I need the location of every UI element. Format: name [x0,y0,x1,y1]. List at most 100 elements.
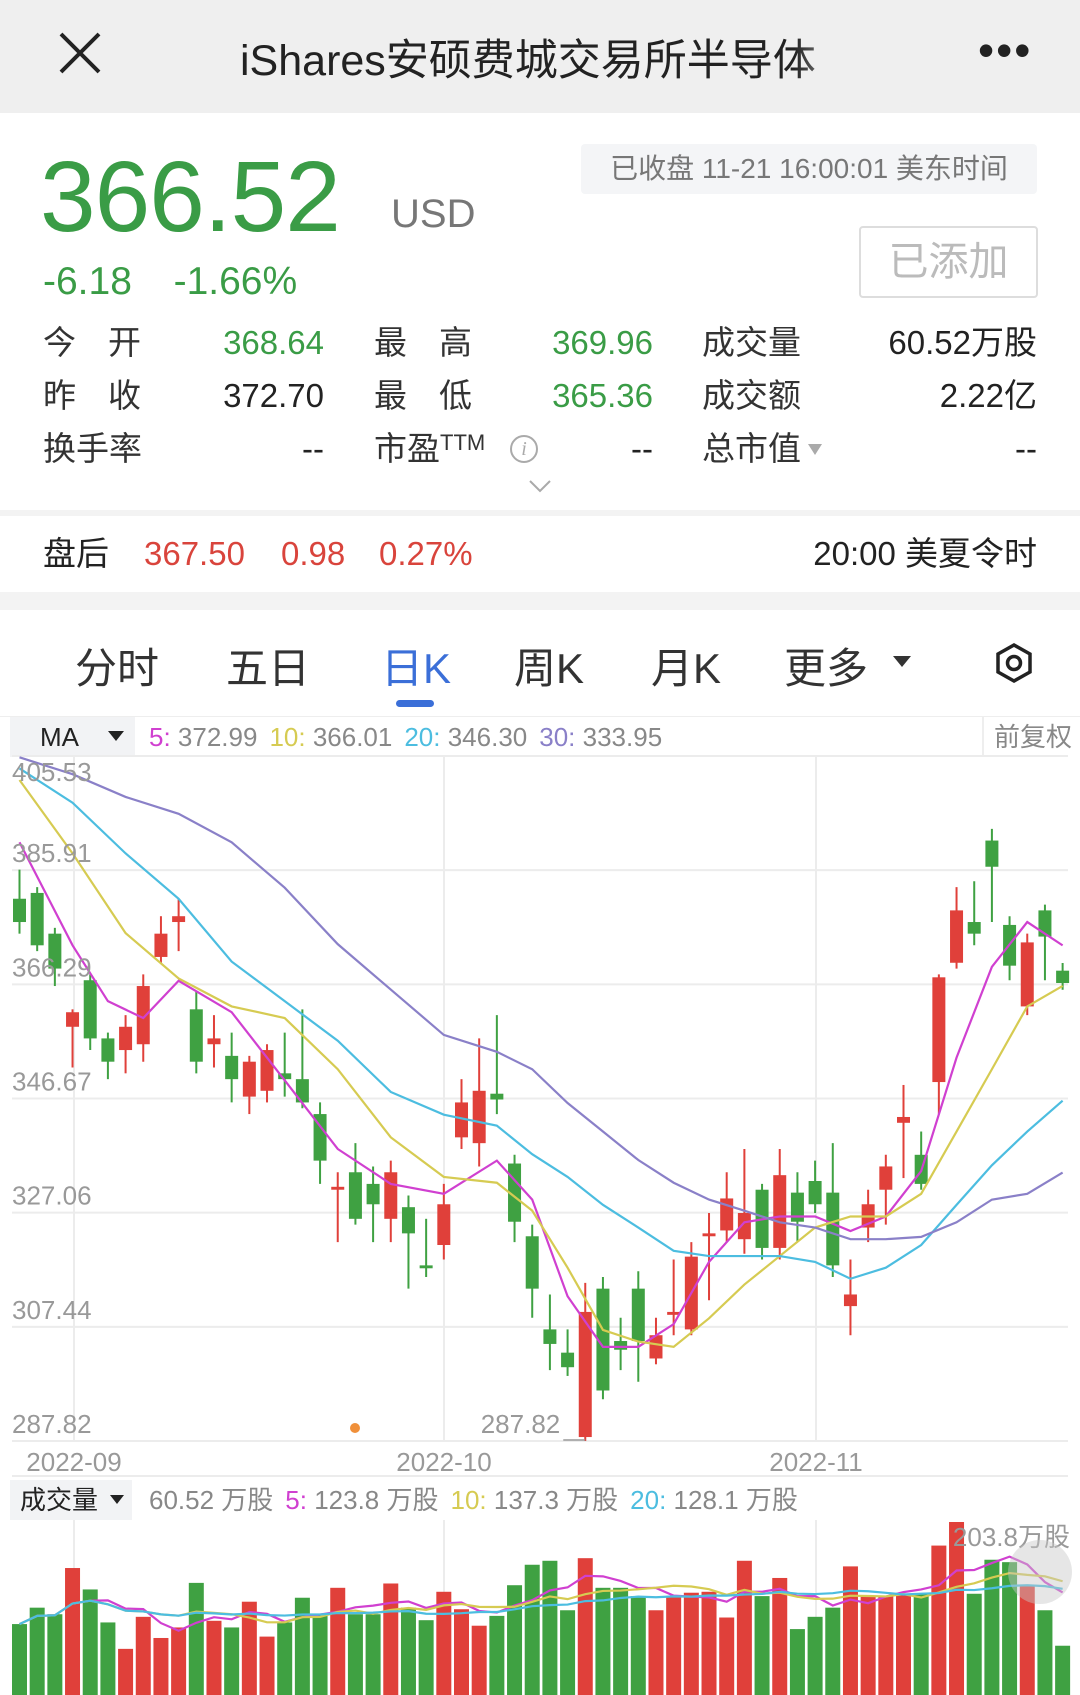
candle [48,927,62,987]
volume-bar [701,1591,717,1695]
volume-bar [1055,1645,1071,1695]
candle-body [278,1073,292,1080]
volume-bar [365,1614,381,1695]
caret-down-icon[interactable] [893,656,911,668]
tab-more[interactable]: 更多 [783,645,869,692]
tab-intraday[interactable]: 分时 [74,645,160,692]
legend-key: 30: [539,722,576,752]
candle-body [154,933,168,957]
candle-body [242,1061,256,1097]
candle [419,1218,433,1278]
candle [101,1032,115,1080]
candle [172,898,186,952]
y-tick-label: 366.29 [12,952,92,982]
candle-body [596,1288,610,1391]
candle-body [967,922,981,934]
volume-bar [789,1629,805,1695]
candle-body [879,1166,893,1190]
candle [13,869,26,934]
candle-body [826,1192,840,1266]
tab-five-day[interactable]: 五日 [225,645,311,692]
candle-body [455,1102,468,1138]
market-status: 已收盘 11-21 16:00:01 美东时间 [581,144,1037,194]
expand-chevron-icon[interactable] [528,478,552,494]
volume-bar [719,1617,735,1695]
volume-bar [860,1596,876,1695]
watchlist-added-button[interactable]: 已添加 [859,226,1038,298]
candle-body [985,840,999,867]
stat-value: 60.52万股 [888,324,1037,361]
stat-value: 2.22亿 [939,377,1037,414]
volume-bar [966,1593,982,1695]
stat-value: -- [302,430,324,467]
divider [0,592,1080,610]
ma10-line [18,779,1064,1349]
volume-bar [507,1585,523,1695]
tab-weekly-k[interactable]: 周K [513,645,585,692]
candle-body [13,898,26,923]
candle-body [136,986,150,1045]
caret-down-icon [110,1495,124,1504]
volume-bar [666,1596,682,1695]
candle [384,1160,398,1243]
stat-label: 总市值 [702,430,801,467]
volume-bar [772,1577,788,1695]
candle-body [30,892,44,946]
candle-body [295,1079,309,1103]
volume-bar [648,1610,664,1695]
caret-down-icon[interactable] [808,444,822,455]
stat-label: 成交额 [702,377,801,414]
candle [596,1277,610,1400]
volume-bar [100,1622,116,1695]
volume-bar [29,1607,45,1695]
candle [278,1032,292,1097]
volume-label: 成交量 [20,1485,99,1515]
volume-indicator-selector[interactable]: 成交量 [10,1480,132,1520]
legend-value: 346.30 [440,722,528,752]
legend-value: 372.99 [170,722,258,752]
volume-bar [135,1616,151,1695]
candle-body [225,1055,239,1080]
ma-selector[interactable]: MA [10,717,135,757]
candle-body [313,1114,327,1161]
candle-body [331,1186,345,1190]
stat-value: 365.36 [552,377,653,414]
candle-body [189,1009,203,1062]
info-icon[interactable]: i [510,435,538,463]
candle-body [101,1038,115,1062]
volume-current: 60.52 万股 [149,1485,274,1515]
volume-bar [613,1587,629,1695]
volume-bar [542,1560,558,1695]
low-price-label: 287.82 [481,1409,561,1439]
change-value: -6.18 [43,260,132,303]
price-adjust-toggle[interactable]: 前复权 [981,717,1072,757]
ma-label: MA [40,722,79,752]
candle [83,974,97,1051]
candle [1056,962,1070,990]
candle [773,1148,787,1260]
y-tick-label: 287.82 [12,1409,92,1439]
y-tick-label: 327.06 [12,1181,92,1211]
candle-body [1038,910,1052,937]
tab-daily-k[interactable]: 日K [380,645,452,692]
candle [331,1172,345,1243]
last-price: 366.52 [40,141,341,253]
candle [950,887,964,969]
candle-body [561,1352,575,1368]
tab-monthly-k[interactable]: 月K [650,645,722,692]
x-tick-label: 2022-10 [396,1447,491,1477]
y-tick-label: 346.67 [12,1067,92,1097]
volume-max-label: 203.8万股 [953,1522,1070,1552]
stat-value: 368.64 [223,324,324,361]
settings-icon[interactable] [993,642,1035,684]
candle-body [773,1175,787,1248]
candle-body [543,1329,557,1344]
stat-label: 最低 [374,377,472,414]
candle-body [667,1311,681,1315]
candle-body [172,916,186,923]
ma-legend: MA 5: 372.99 10: 366.01 20: 346.30 30: 333.… [0,716,1080,757]
candle [684,1242,698,1336]
close-icon[interactable] [55,28,105,78]
price-change: -6.18 -1.66% [43,260,297,304]
